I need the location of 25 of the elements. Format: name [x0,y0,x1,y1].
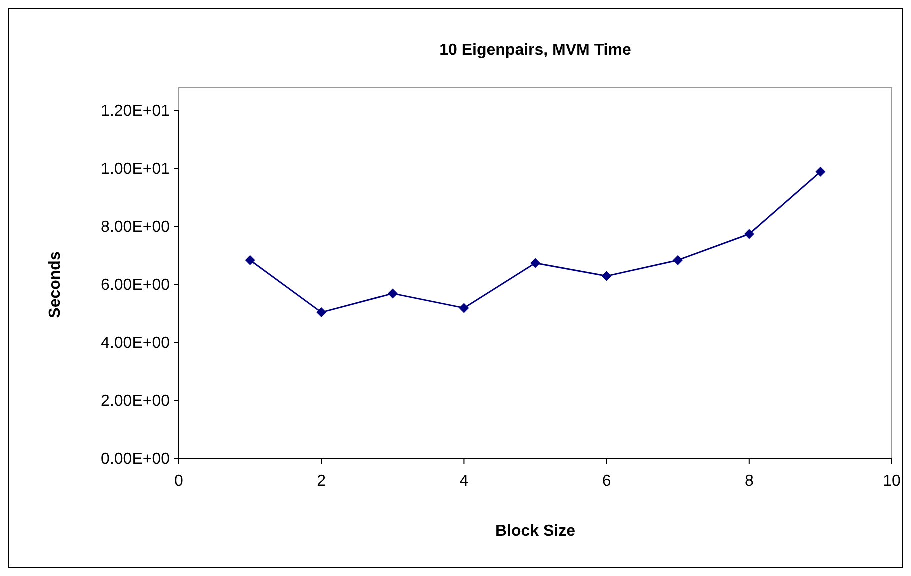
point [459,303,470,314]
y-tick-label: 4.00E+00 [101,335,170,352]
point [245,255,256,266]
x-tick-label: 8 [744,473,754,490]
y-tick-label: 2.00E+00 [101,393,170,410]
y-tick-label: 8.00E+00 [101,219,170,236]
point [388,288,398,299]
x-tick-label: 2 [317,473,326,490]
x-tick-label: 6 [602,473,612,490]
point [816,166,826,177]
x-tick-label: 0 [174,473,184,490]
point [602,271,612,282]
x-tick-label: 4 [460,473,469,490]
y-tick-label: 1.00E+01 [101,161,170,178]
x-tick-label: 10 [883,473,901,490]
y-tick-label: 1.20E+01 [101,103,170,120]
point [673,255,684,266]
point [530,258,540,268]
chart-title: 10 Eigenpairs, MVM Time [440,42,632,59]
x-axis-title: Block Size [495,523,576,540]
point [316,308,327,318]
y-axis-title: Seconds [47,252,64,318]
y-tick-label: 6.00E+00 [101,277,170,294]
y-tick-label: 0.00E+00 [101,451,170,468]
point [744,229,754,240]
